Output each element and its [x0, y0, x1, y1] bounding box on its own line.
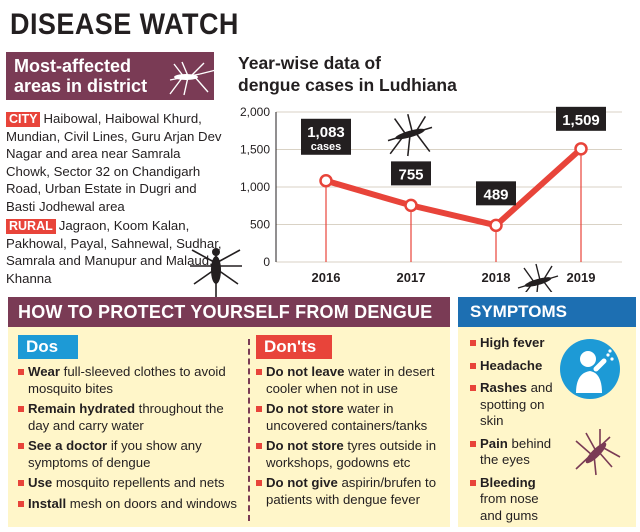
symptom-item: Pain behind the eyes: [470, 436, 562, 469]
dos-item: Wear full-sleeved clothes to avoid mosqu…: [18, 364, 246, 397]
y-tick-label: 0: [263, 255, 270, 269]
data-label-box: [476, 181, 516, 206]
x-tick-label: 2016: [312, 270, 341, 285]
y-tick-label: 2,000: [240, 105, 270, 119]
chart-title: Year-wise data of dengue cases in Ludhia…: [238, 52, 457, 96]
city-tag: CITY: [6, 112, 41, 127]
symptom-item-bold: High fever: [480, 335, 545, 350]
symptom-item-bold: Bleeding: [480, 474, 536, 490]
mosquito-icon: [575, 429, 621, 476]
donts-item: Do not store tyres outside in workshops,…: [256, 438, 448, 471]
y-tick-label: 1,500: [240, 143, 270, 157]
areas-heading: Most-affected areas in district: [6, 52, 217, 100]
symptom-item: High fever: [470, 335, 562, 352]
symptoms-heading: SYMPTOMS: [458, 297, 636, 327]
donts-item-bold: Do not leave: [266, 364, 345, 379]
donts-list: Do not leave water in desert cooler when…: [256, 364, 448, 512]
dos-item-bold: Remain hydrated: [28, 401, 135, 416]
dos-item-bold: Use: [28, 475, 53, 490]
x-tick-label: 2019: [567, 270, 596, 285]
dos-item: Install mesh on doors and windows: [18, 496, 246, 513]
data-label-box: [556, 106, 606, 131]
data-point: [489, 218, 503, 233]
data-label-box: [301, 118, 351, 155]
donts-heading: Don'ts: [256, 335, 332, 359]
symptoms-panel: SYMPTOMS High fever Headache Rashes and sp…: [458, 297, 636, 527]
dos-item-bold: See a doctor: [28, 438, 108, 453]
donts-item: Do not store water in uncovered containe…: [256, 401, 448, 434]
areas-panel: Most-affected areas in district CITY Haib…: [6, 52, 224, 292]
y-tick-label: 1,000: [240, 180, 270, 194]
protect-heading: HOW TO PROTECT YOURSELF FROM DENGUE: [8, 297, 450, 327]
symptom-item-bold: Headache: [480, 357, 543, 373]
data-point: [404, 198, 418, 213]
rural-tag: RURAL: [6, 219, 56, 234]
mosquito-icon: [517, 263, 559, 292]
dengue-line-chart: 0 500 1,000 1,500 2,000 2016 2017 2018 2019 1,083…: [240, 105, 622, 292]
y-tick-label: 500: [250, 218, 270, 232]
column-divider: [248, 339, 250, 521]
rural-areas: RURAL Jagraon, Koom Kalan, Pakhowal, Paya…: [6, 217, 228, 287]
data-label-unit: cases: [311, 141, 342, 153]
x-tick-label: 2018: [482, 270, 511, 285]
symptom-item: Bleeding from nose and gums: [470, 475, 562, 525]
mosquito-icon: [169, 61, 217, 96]
chart-title-line1: Year-wise data of: [238, 53, 381, 73]
symptom-item-bold: Pain: [480, 435, 508, 451]
data-label: 489: [483, 186, 508, 203]
mosquito-icon: [190, 248, 242, 300]
protect-panel: HOW TO PROTECT YOURSELF FROM DENGUE Dos …: [8, 297, 450, 527]
data-label-box: [391, 161, 431, 186]
page-title: DISEASE WATCH: [10, 8, 239, 41]
city-areas: CITY Haibowal, Haibowal Khurd, Mundian, C…: [6, 110, 228, 215]
x-tick-label: 2017: [397, 270, 426, 285]
chart-title-line2: dengue cases in Ludhiana: [238, 75, 457, 95]
symptoms-list: High fever Headache Rashes and spotting on…: [470, 335, 562, 530]
dos-item: Remain hydrated throughout the day and c…: [18, 401, 246, 434]
dos-item: Use mosquito repellents and nets: [18, 475, 246, 492]
donts-item: Do not give aspirin/brufen to patients w…: [256, 475, 448, 508]
donts-item-bold: Do not give: [266, 475, 338, 490]
coughing-person-icon: [560, 339, 620, 399]
data-label: 1,083: [307, 124, 345, 141]
data-label: 1,509: [562, 112, 600, 129]
dos-list: Wear full-sleeved clothes to avoid mosqu…: [18, 364, 246, 516]
symptom-item-bold: Rashes: [480, 380, 527, 395]
data-point: [319, 174, 333, 188]
data-point: [574, 142, 588, 156]
city-text: Haibowal, Haibowal Khurd, Mundian, Civil…: [6, 111, 222, 214]
dos-item: See a doctor if you show any symptoms of…: [18, 438, 246, 471]
areas-heading-line1: Most-affected: [14, 56, 132, 76]
areas-heading-line2: areas in district: [14, 76, 148, 96]
dos-item-bold: Install: [28, 495, 67, 511]
symptom-item: Rashes and spotting on skin: [470, 380, 562, 430]
donts-item: Do not leave water in desert cooler when…: [256, 364, 448, 397]
rural-text: Jagraon, Koom Kalan, Pakhowal, Payal, Sa…: [6, 218, 222, 286]
dos-item-bold: Wear: [28, 364, 61, 379]
donts-item-bold: Do not store: [266, 438, 344, 453]
series-line: [325, 146, 584, 229]
mosquito-icon: [387, 114, 433, 157]
data-label: 755: [398, 166, 423, 183]
symptom-item: Headache: [470, 358, 562, 375]
dos-heading: Dos: [18, 335, 78, 359]
donts-item-bold: Do not store: [266, 401, 344, 416]
